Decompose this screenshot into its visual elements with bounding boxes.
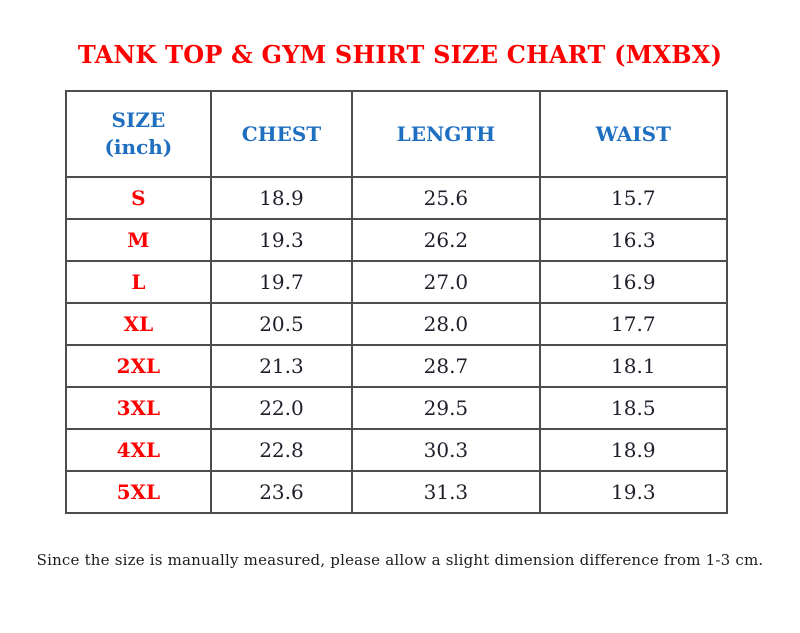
table-row-2xl: 2XL 21.3 28.7 18.1 <box>65 344 729 388</box>
chest-value: 19.7 <box>209 260 354 304</box>
length-value: 28.0 <box>351 302 541 346</box>
length-value: 28.7 <box>351 344 541 388</box>
table-row-m: M 19.3 26.2 16.3 <box>65 218 729 262</box>
size-chart-table: SIZE (inch) CHEST LENGTH WAIST S 18.9 25… <box>65 90 729 514</box>
waist-value: 19.3 <box>538 470 729 514</box>
chest-value: 20.5 <box>209 302 354 346</box>
length-value: 27.0 <box>351 260 541 304</box>
size-label: XL <box>65 302 212 346</box>
waist-value: 17.7 <box>538 302 729 346</box>
column-header-chest: CHEST <box>209 90 354 178</box>
table-row-xl: XL 20.5 28.0 17.7 <box>65 302 729 346</box>
waist-value: 16.9 <box>538 260 729 304</box>
length-value: 31.3 <box>351 470 541 514</box>
table-row-s: S 18.9 25.6 15.7 <box>65 176 729 220</box>
length-value: 29.5 <box>351 386 541 430</box>
size-label: 5XL <box>65 470 212 514</box>
waist-value: 16.3 <box>538 218 729 262</box>
waist-value: 18.1 <box>538 344 729 388</box>
size-label: L <box>65 260 212 304</box>
column-header-waist: WAIST <box>538 90 729 178</box>
chest-value: 22.0 <box>209 386 354 430</box>
chest-value: 22.8 <box>209 428 354 472</box>
waist-value: 18.9 <box>538 428 729 472</box>
table-row-5xl: 5XL 23.6 31.3 19.3 <box>65 470 729 514</box>
size-label: 4XL <box>65 428 212 472</box>
size-label: 3XL <box>65 386 212 430</box>
column-header-length: LENGTH <box>351 90 541 178</box>
waist-value: 15.7 <box>538 176 729 220</box>
chest-value: 23.6 <box>209 470 354 514</box>
length-value: 25.6 <box>351 176 541 220</box>
table-row-3xl: 3XL 22.0 29.5 18.5 <box>65 386 729 430</box>
measurement-note: Since the size is manually measured, ple… <box>36 551 764 569</box>
page-title: TANK TOP & GYM SHIRT SIZE CHART (MXBX) <box>77 40 723 69</box>
waist-value: 18.5 <box>538 386 729 430</box>
chest-value: 21.3 <box>209 344 354 388</box>
chest-value: 19.3 <box>209 218 354 262</box>
chest-value: 18.9 <box>209 176 354 220</box>
length-value: 30.3 <box>351 428 541 472</box>
column-header-size: SIZE (inch) <box>65 90 212 178</box>
size-label: M <box>65 218 212 262</box>
size-label: 2XL <box>65 344 212 388</box>
size-label: S <box>65 176 212 220</box>
length-value: 26.2 <box>351 218 541 262</box>
table-row-l: L 19.7 27.0 16.9 <box>65 260 729 304</box>
header-row: SIZE (inch) CHEST LENGTH WAIST <box>65 90 729 178</box>
table-row-4xl: 4XL 22.8 30.3 18.9 <box>65 428 729 472</box>
